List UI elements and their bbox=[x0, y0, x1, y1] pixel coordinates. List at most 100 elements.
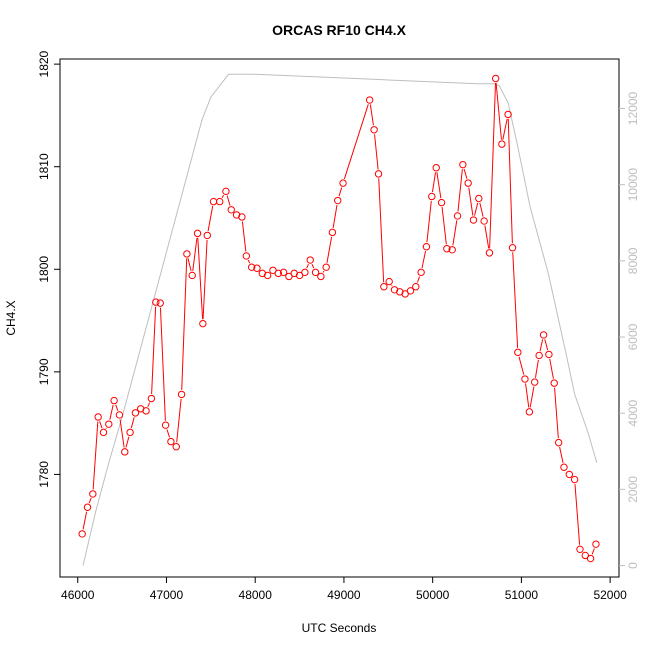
ch4-data-point bbox=[306, 256, 314, 264]
ch4-data-point bbox=[193, 229, 202, 238]
ch4-data-point bbox=[83, 503, 92, 511]
ch4-line-segment bbox=[207, 205, 214, 232]
ch4-data-point bbox=[514, 348, 522, 357]
ch4-line-segment bbox=[306, 263, 309, 269]
ch4-data-point bbox=[469, 216, 478, 224]
ch4-line-segment bbox=[130, 417, 135, 429]
ch4-data-point bbox=[535, 351, 543, 360]
x-tick-label: 48000 bbox=[239, 588, 273, 602]
ch4-data-point bbox=[94, 413, 102, 421]
ch4-data-point bbox=[453, 212, 462, 220]
ch4-line-segment bbox=[468, 187, 474, 216]
ch4-line-segment bbox=[502, 118, 508, 140]
ch4-line-segment bbox=[374, 134, 379, 170]
ch4-line-segment bbox=[181, 258, 188, 390]
ch4-data-point bbox=[581, 551, 589, 560]
ch4-line-segment bbox=[534, 359, 539, 378]
x-tick-label: 50000 bbox=[416, 588, 450, 602]
ch4-line-segment bbox=[369, 104, 374, 126]
ch4-line-segment bbox=[326, 236, 333, 263]
ch4-data-point bbox=[485, 249, 494, 257]
ch4-data-point bbox=[177, 390, 186, 399]
ch4-data-point bbox=[121, 448, 129, 456]
ch4-line-segment bbox=[421, 251, 427, 269]
ch4-data-point bbox=[539, 331, 548, 339]
ch4-data-point bbox=[365, 96, 374, 104]
ch4-line-segment bbox=[426, 200, 432, 243]
ch4-data-point bbox=[480, 217, 488, 225]
chart-title: ORCAS RF10 CH4.X bbox=[272, 22, 406, 38]
ch4-data-point bbox=[339, 179, 347, 187]
ch4-line-segment bbox=[591, 548, 595, 555]
ch4-line-segment bbox=[151, 306, 157, 395]
ch4-data-point bbox=[464, 179, 472, 187]
ch4-data-point bbox=[279, 268, 288, 277]
ch4-line-segment bbox=[241, 221, 247, 252]
ch4-line-segment bbox=[495, 82, 502, 140]
ch4-data-point bbox=[317, 272, 325, 281]
ch4-data-point bbox=[263, 271, 272, 280]
ch4-data-point bbox=[498, 140, 506, 148]
ch4-data-point bbox=[156, 299, 164, 307]
x-axis: 46000 47000 48000 49000 50000 51000 52000 bbox=[61, 577, 627, 602]
ch4-data-point bbox=[285, 272, 293, 281]
ch4-line-segment bbox=[518, 356, 525, 375]
ch4-line-segment bbox=[115, 404, 119, 411]
y2-tick-label: 0 bbox=[626, 562, 640, 569]
ch4-data-point bbox=[152, 298, 160, 306]
ch4-data-point bbox=[576, 545, 584, 554]
ch4-line-segment bbox=[338, 187, 343, 197]
ch4-line-segment bbox=[187, 258, 192, 272]
ch4-data-point bbox=[586, 554, 595, 563]
ch4-line-segment bbox=[559, 446, 564, 463]
x-tick-label: 52000 bbox=[593, 588, 627, 602]
right-y-axis: 0 2000 4000 6000 8000 10000 12000 bbox=[619, 92, 640, 569]
ch4-data-point bbox=[380, 283, 388, 291]
ch4-data-point bbox=[406, 287, 415, 295]
ch4-data-point bbox=[334, 196, 342, 205]
y2-tick-label: 12000 bbox=[626, 92, 640, 126]
ch4-data-point bbox=[525, 408, 534, 416]
ch4-data-point bbox=[269, 266, 277, 275]
ch4-data-point bbox=[295, 271, 304, 280]
ch4-data-point bbox=[554, 438, 563, 447]
x-tick-label: 51000 bbox=[505, 588, 539, 602]
ch4-data-point bbox=[142, 407, 150, 415]
ch4-data-point bbox=[422, 243, 431, 251]
y2-tick-label: 2000 bbox=[626, 476, 640, 503]
ch4-data-point bbox=[560, 463, 568, 471]
ch4-data-point bbox=[188, 271, 196, 280]
ch4-line-segment bbox=[343, 104, 369, 179]
ch4-data-point bbox=[565, 470, 574, 479]
ch4-data-point bbox=[216, 197, 224, 206]
ch4-line-segment bbox=[484, 225, 490, 249]
y-tick-label: 1810 bbox=[37, 153, 51, 180]
ch4-data-point bbox=[126, 428, 134, 437]
ch4-line-segment bbox=[247, 259, 251, 264]
ch4-line-segment bbox=[549, 358, 554, 379]
ch4-data-point bbox=[253, 264, 261, 272]
ch4-line-segment bbox=[539, 339, 544, 352]
ch4-line-segment bbox=[109, 404, 114, 420]
ch4-data-point bbox=[374, 170, 383, 178]
ch4-data-point bbox=[89, 490, 97, 498]
ch4-data-point bbox=[99, 428, 108, 437]
ch4-line-segment bbox=[99, 421, 103, 429]
ch4-line-segment bbox=[507, 118, 513, 244]
ch4-line-segment bbox=[332, 204, 338, 228]
ch4-data-point bbox=[301, 268, 309, 277]
x-axis-label: UTC Seconds bbox=[302, 621, 377, 635]
ch4-data-point bbox=[437, 198, 446, 207]
ch4-data-point bbox=[385, 277, 393, 286]
x-tick-label: 47000 bbox=[150, 588, 184, 602]
ch4-line-segment bbox=[489, 82, 497, 249]
ch4-line-segment bbox=[525, 383, 530, 408]
y-axis: 1780 1790 1800 1810 1820 bbox=[37, 50, 60, 488]
ch4-data-point bbox=[521, 375, 529, 383]
ch4-line-segment bbox=[166, 429, 170, 438]
ch4-data-point bbox=[443, 245, 451, 253]
ch4-line-segment bbox=[457, 169, 463, 212]
ch4-data-point bbox=[238, 213, 246, 221]
ch4-line-segment bbox=[322, 270, 325, 273]
ch4-data-point bbox=[448, 246, 456, 254]
